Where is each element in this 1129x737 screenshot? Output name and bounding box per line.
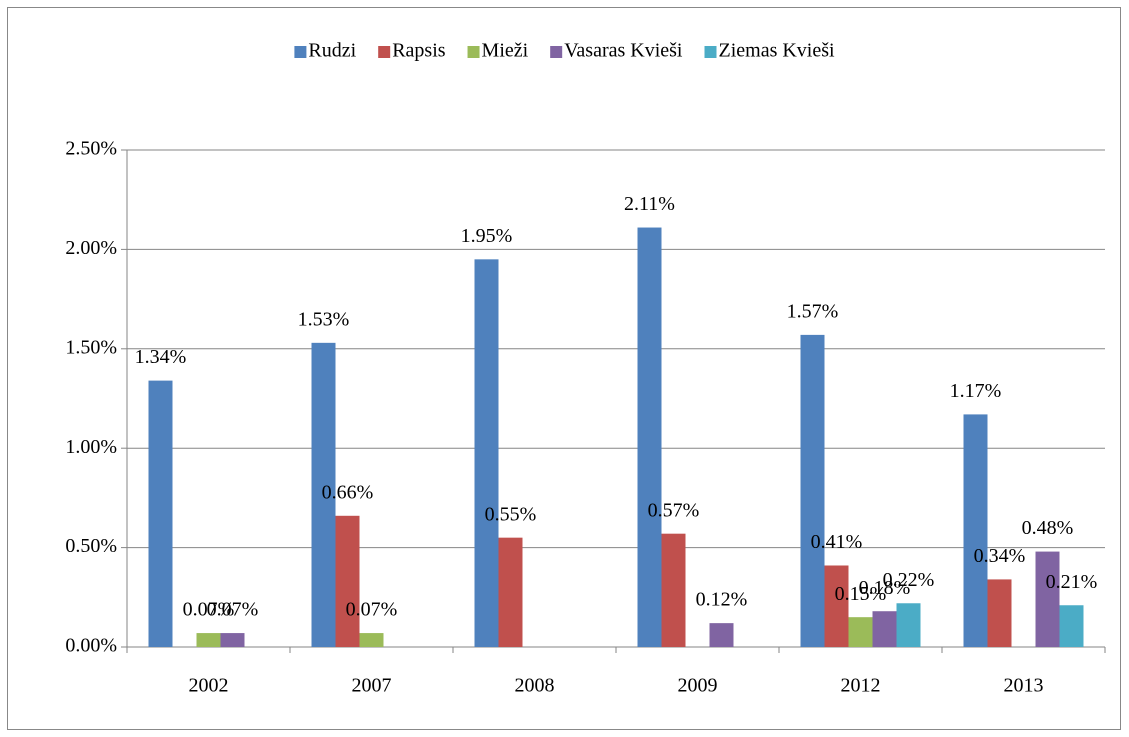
data-label: 1.57% <box>787 300 839 322</box>
data-label: 0.15% <box>835 583 887 605</box>
bar <box>709 623 734 647</box>
data-label: 0.07% <box>183 599 235 621</box>
data-label: 0.57% <box>648 499 700 521</box>
bar <box>963 414 988 647</box>
legend-label: Ziemas Kvieši <box>719 40 836 62</box>
data-label: 0.55% <box>485 503 537 525</box>
y-tick-label: 0.00% <box>65 635 117 657</box>
data-label: 0.66% <box>322 481 374 503</box>
bar <box>220 633 245 647</box>
y-tick-label: 2.00% <box>65 237 117 259</box>
bar <box>848 617 873 647</box>
legend-label: Rudzi <box>308 40 356 62</box>
bar <box>196 633 221 647</box>
bar <box>311 342 336 647</box>
y-tick-label: 1.50% <box>65 336 117 358</box>
bar <box>824 565 849 647</box>
bar <box>661 533 686 647</box>
y-tick-label: 0.50% <box>65 535 117 557</box>
chart-border <box>7 7 1121 730</box>
data-label: 0.48% <box>1022 517 1074 539</box>
bar <box>987 579 1012 647</box>
data-label: 0.07% <box>207 599 259 621</box>
bar <box>359 633 384 647</box>
x-tick-label: 2012 <box>841 675 881 697</box>
data-label: 1.17% <box>950 380 1002 402</box>
bar <box>335 515 360 647</box>
legend-swatch <box>704 46 717 58</box>
legend-label: Vasaras Kvieši <box>564 40 683 62</box>
data-label: 1.53% <box>298 308 350 330</box>
bar <box>474 259 499 647</box>
legend-swatch <box>550 46 563 58</box>
x-tick-label: 2009 <box>678 675 718 697</box>
data-label: 0.34% <box>974 545 1026 567</box>
data-label: 1.34% <box>135 346 187 368</box>
legend-swatch <box>294 46 307 58</box>
data-label: 2.11% <box>624 193 675 215</box>
x-tick-label: 2007 <box>352 675 392 697</box>
data-label: 0.21% <box>1046 571 1098 593</box>
data-label: 0.12% <box>696 589 748 611</box>
bar <box>896 603 921 647</box>
bar <box>1035 551 1060 647</box>
data-label: 0.18% <box>859 577 911 599</box>
legend-swatch <box>467 46 480 58</box>
bar <box>1059 605 1084 647</box>
bar <box>637 227 662 648</box>
legend-swatch <box>378 46 391 58</box>
x-tick-label: 2008 <box>515 675 555 697</box>
data-label: 0.22% <box>883 569 935 591</box>
y-tick-label: 1.00% <box>65 436 117 458</box>
y-tick-label: 2.50% <box>65 138 117 160</box>
bar <box>498 537 523 647</box>
bar <box>148 380 173 647</box>
legend-label: Mieži <box>482 40 529 62</box>
bar <box>872 611 897 647</box>
x-tick-label: 2002 <box>189 675 229 697</box>
x-tick-label: 2013 <box>1004 675 1044 697</box>
data-label: 0.41% <box>811 531 863 553</box>
legend-label: Rapsis <box>392 40 446 62</box>
data-label: 1.95% <box>461 225 513 247</box>
data-label: 0.07% <box>346 599 398 621</box>
bar <box>800 334 825 647</box>
